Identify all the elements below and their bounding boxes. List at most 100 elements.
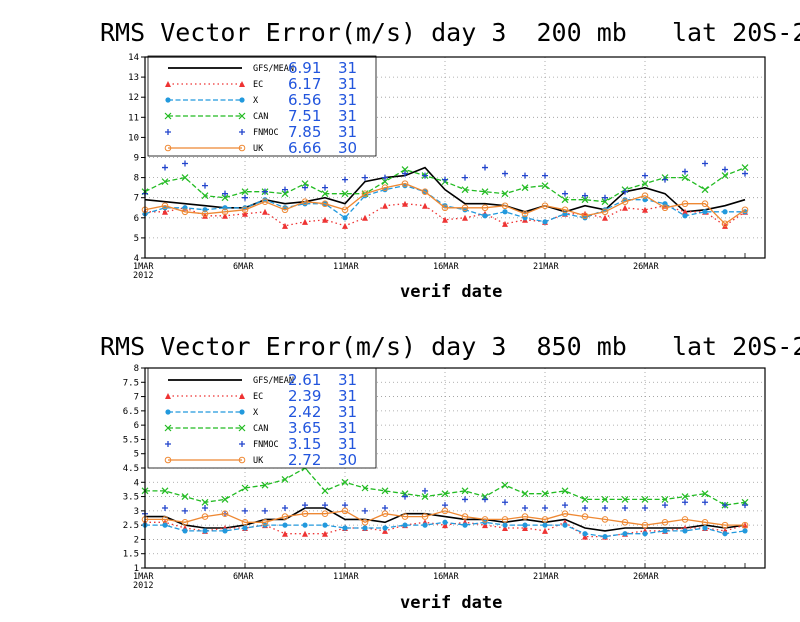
data-point — [701, 200, 709, 208]
data-point — [261, 198, 269, 206]
data-point — [542, 527, 548, 534]
data-point — [561, 206, 569, 214]
data-point — [662, 502, 668, 509]
data-point — [581, 212, 589, 220]
data-point — [421, 493, 429, 500]
data-point — [742, 502, 748, 509]
data-point — [622, 204, 628, 211]
y-tick-label: 4 — [134, 478, 139, 488]
data-point — [701, 518, 709, 526]
data-point — [341, 206, 349, 214]
data-point — [161, 202, 169, 210]
data-point — [541, 182, 549, 190]
data-point — [401, 180, 409, 187]
data-point — [481, 204, 489, 212]
data-point — [401, 166, 409, 173]
legend-count: 31 — [338, 107, 357, 125]
data-point — [321, 190, 329, 198]
legend-name: UK — [253, 144, 264, 154]
data-point — [442, 522, 448, 529]
data-point — [662, 528, 668, 534]
data-point — [661, 204, 669, 212]
legend-mean: 7.85 — [288, 123, 321, 141]
legend-entry: EC 2.39 31 — [165, 387, 357, 405]
data-point — [382, 505, 388, 511]
data-point — [302, 502, 308, 509]
y-tick-label: 12 — [128, 93, 139, 103]
y-tick-label: 2.5 — [123, 521, 139, 531]
x-axis-label-850mb: verif date — [400, 593, 503, 613]
data-point — [281, 206, 289, 214]
data-point — [162, 505, 168, 511]
data-point — [162, 522, 168, 528]
legend-count: 31 — [338, 403, 357, 421]
data-point — [441, 507, 449, 515]
legend-mean: 7.51 — [288, 107, 321, 125]
data-point — [622, 531, 628, 537]
data-point — [702, 209, 708, 215]
legend-mean: 2.61 — [288, 371, 321, 389]
y-tick-label: 7 — [134, 393, 139, 403]
series-line — [144, 166, 746, 203]
legend-name: UK — [253, 456, 264, 466]
data-point — [221, 208, 229, 216]
data-point — [162, 164, 168, 171]
legend-count: 31 — [338, 123, 357, 141]
data-point — [722, 209, 728, 215]
data-point — [222, 212, 228, 219]
x-tick-label: 6MAR — [233, 572, 254, 582]
data-point — [242, 210, 248, 217]
data-point — [402, 200, 408, 207]
y-tick-label: 10 — [128, 133, 139, 143]
legend-box — [147, 55, 377, 157]
data-point — [441, 204, 449, 212]
data-point — [422, 172, 428, 179]
data-point — [502, 209, 508, 215]
legend-mean: 2.39 — [288, 387, 321, 405]
data-point — [522, 505, 528, 511]
series-uk — [141, 180, 749, 228]
data-point — [422, 522, 428, 528]
data-point — [241, 484, 249, 492]
data-point — [381, 510, 389, 518]
data-point — [721, 220, 729, 228]
data-point — [462, 174, 468, 181]
y-tick-label: 2 — [134, 535, 139, 545]
legend-marker — [165, 81, 171, 87]
data-point — [681, 200, 689, 208]
data-point — [721, 172, 729, 180]
legend-name: GFS/MEAN — [253, 376, 294, 386]
data-point — [642, 206, 648, 213]
data-point — [482, 522, 488, 529]
y-tick-label: 6.5 — [123, 407, 139, 417]
data-point — [462, 522, 468, 528]
data-point — [461, 487, 469, 495]
legend-entry: EC 6.17 31 — [165, 75, 357, 93]
legend-marker — [239, 441, 245, 447]
data-point — [161, 516, 169, 523]
series-can — [141, 164, 749, 206]
data-point — [541, 202, 549, 210]
x-tick-label: 16MAR — [433, 262, 459, 272]
legend-name: FNMOC — [253, 440, 279, 450]
data-point — [302, 530, 308, 537]
data-point — [541, 490, 549, 498]
x-tick-label: 2012 — [133, 271, 153, 281]
data-point — [702, 160, 708, 167]
legend-name: EC — [253, 80, 263, 90]
data-point — [382, 525, 388, 531]
data-point — [282, 222, 288, 229]
data-point — [362, 525, 368, 531]
data-point — [281, 513, 289, 520]
data-point — [402, 522, 408, 528]
y-tick-label: 4 — [134, 254, 139, 264]
data-point — [542, 522, 548, 528]
x-tick-label: 21MAR — [533, 262, 559, 272]
plot-frame — [144, 367, 766, 569]
data-point — [562, 190, 568, 197]
data-point — [341, 478, 349, 486]
data-point — [522, 172, 528, 179]
data-point — [701, 490, 709, 498]
